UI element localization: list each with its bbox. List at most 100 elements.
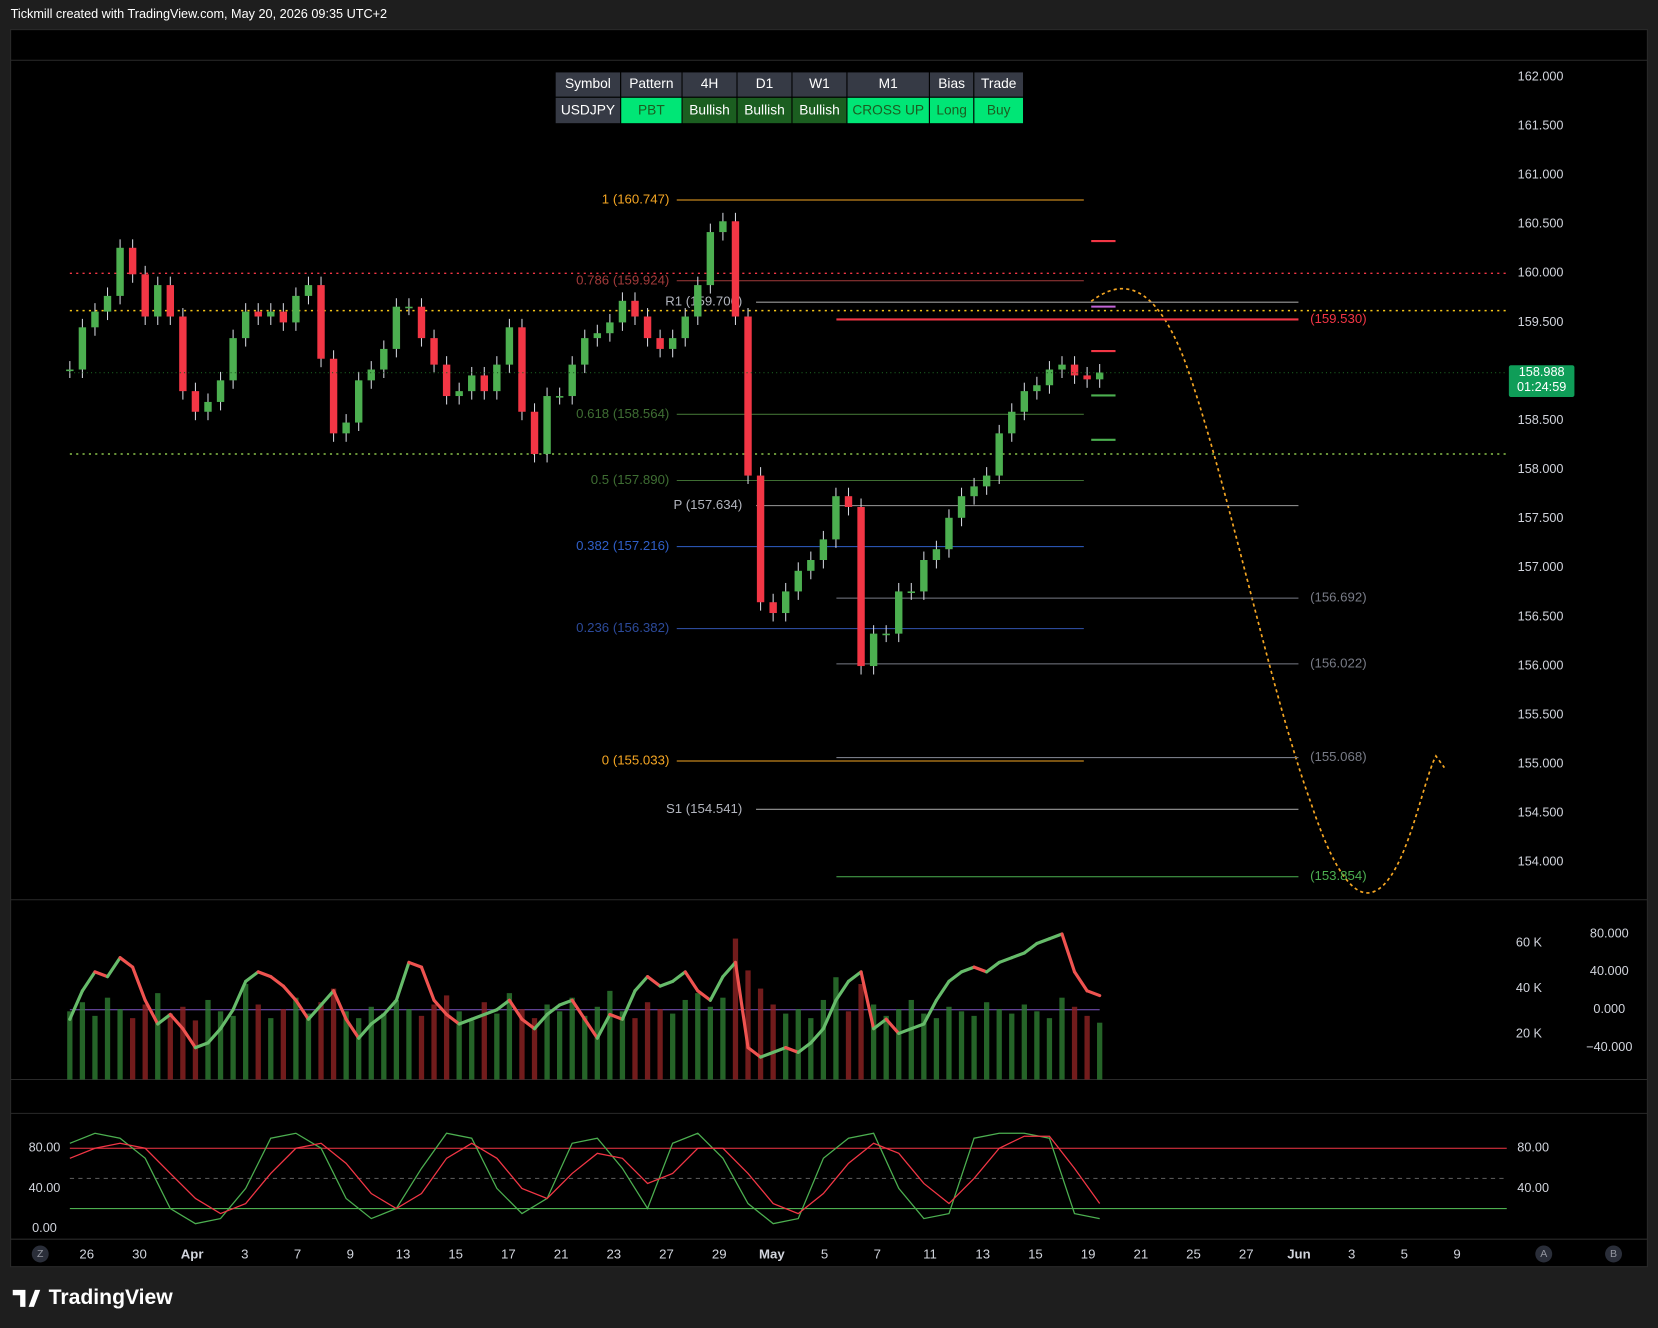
target-label: (153.854) <box>1310 868 1367 883</box>
oscillator-segment <box>1022 941 1039 955</box>
oscillator-segment <box>218 1008 235 1031</box>
candle <box>229 338 237 381</box>
oscillator-segment <box>1010 951 1026 960</box>
volume-bar <box>469 1020 475 1080</box>
candle <box>543 396 551 454</box>
volume-bar <box>356 1018 362 1080</box>
header-title: Tickmill created with TradingView.com, M… <box>11 7 387 21</box>
oscillator-segment <box>784 1046 800 1054</box>
volume-bar <box>845 1011 852 1080</box>
axis-button-label: A <box>1540 1248 1548 1260</box>
fib-label: 0.618 (158.564) <box>576 406 669 421</box>
target-label: (156.692) <box>1310 590 1367 605</box>
volume-bar <box>958 1011 965 1080</box>
pivot-label: S1 (154.541) <box>666 801 742 816</box>
candle <box>1020 391 1029 412</box>
candle <box>417 306 426 339</box>
candle <box>530 411 539 454</box>
candle <box>643 316 652 339</box>
axis-button[interactable] <box>31 1245 49 1263</box>
candle <box>442 364 451 397</box>
candle <box>581 338 589 365</box>
oscillator-tick-label: 40.000 <box>1590 964 1629 978</box>
candle <box>392 306 401 349</box>
x-tick-label: 27 <box>1239 1247 1254 1262</box>
table-cell-text: CROSS UP <box>852 103 924 118</box>
candle <box>681 316 689 339</box>
y-tick-label: 161.500 <box>1518 118 1564 132</box>
volume-bar <box>770 1004 776 1080</box>
volume-bar <box>155 993 161 1080</box>
axis-button[interactable] <box>1535 1245 1553 1263</box>
volume-bar <box>192 1020 199 1080</box>
target-label: (155.068) <box>1310 749 1367 764</box>
candle <box>304 285 313 296</box>
oscillator-segment <box>143 998 160 1026</box>
candle <box>982 475 991 487</box>
candle <box>430 338 438 365</box>
candle <box>945 517 953 550</box>
table-cell <box>846 96 930 125</box>
y-tick-label: 156.000 <box>1518 658 1564 672</box>
oscillator-segment <box>131 965 147 1002</box>
volume-bar <box>870 1004 877 1080</box>
candle <box>367 369 375 381</box>
volume-tick-label: 20 K <box>1516 1026 1543 1040</box>
candle <box>631 300 639 317</box>
oscillator-segment <box>344 1017 361 1040</box>
stochastic-line <box>69 1132 1100 1225</box>
oscillator-start <box>68 1017 72 1021</box>
oscillator-segment <box>193 1041 210 1050</box>
oscillator-segment <box>834 979 851 1002</box>
y-tick-label: 0.00 <box>32 1221 57 1235</box>
candle <box>794 570 802 592</box>
volume-bar <box>456 1011 462 1080</box>
volume-bar <box>1034 1011 1040 1080</box>
volume-bar <box>406 1009 412 1080</box>
target-label: (156.022) <box>1310 655 1367 670</box>
x-tick-label: 29 <box>712 1247 727 1262</box>
oscillator-segment <box>470 1012 486 1021</box>
x-tick-label: 13 <box>396 1247 411 1262</box>
candle <box>618 300 627 323</box>
volume-bar <box>808 1018 814 1080</box>
x-tick-label: Jun <box>1287 1247 1310 1262</box>
y-tick-label: 159.500 <box>1518 315 1564 329</box>
oscillator-segment <box>922 998 938 1026</box>
y-tick-label: 155.500 <box>1518 707 1564 721</box>
oscillator-segment <box>1060 932 1077 974</box>
candle <box>141 274 149 317</box>
x-tick-label: Apr <box>181 1247 204 1262</box>
candle <box>844 496 853 507</box>
candle <box>706 232 715 286</box>
fib-label: 0.236 (156.382) <box>576 620 669 635</box>
oscillator-segment <box>105 956 122 979</box>
volume-bar <box>1097 1022 1103 1080</box>
x-tick-label: 30 <box>132 1247 147 1262</box>
volume-tick-label: 60 K <box>1516 935 1543 949</box>
y-tick-label: 162.000 <box>1518 69 1564 83</box>
table-header: 4H <box>701 76 719 91</box>
x-tick-label: 11 <box>923 1247 937 1262</box>
oscillator-segment <box>281 984 298 1002</box>
volume-bar <box>1046 1018 1053 1080</box>
volume-bar <box>644 1002 651 1080</box>
candle <box>895 591 903 634</box>
volume-bar <box>908 999 914 1080</box>
logo: TradingView <box>12 1286 173 1309</box>
volume-bar <box>582 1015 588 1080</box>
x-tick-label: 19 <box>1081 1247 1096 1262</box>
y-tick-label: 155.000 <box>1518 757 1564 771</box>
candle <box>1058 364 1066 370</box>
volume-bar <box>381 1013 387 1080</box>
candle <box>995 433 1003 476</box>
axis-button[interactable] <box>1605 1245 1622 1263</box>
oscillator-segment <box>206 1027 223 1045</box>
oscillator-segment <box>156 1012 172 1026</box>
table-cell-text: USDJPY <box>561 103 615 118</box>
oscillator-segment <box>796 1041 813 1054</box>
volume-bar <box>368 1006 374 1080</box>
table-header-cell <box>846 71 930 98</box>
table-header: M1 <box>879 76 898 91</box>
candle <box>116 247 124 296</box>
